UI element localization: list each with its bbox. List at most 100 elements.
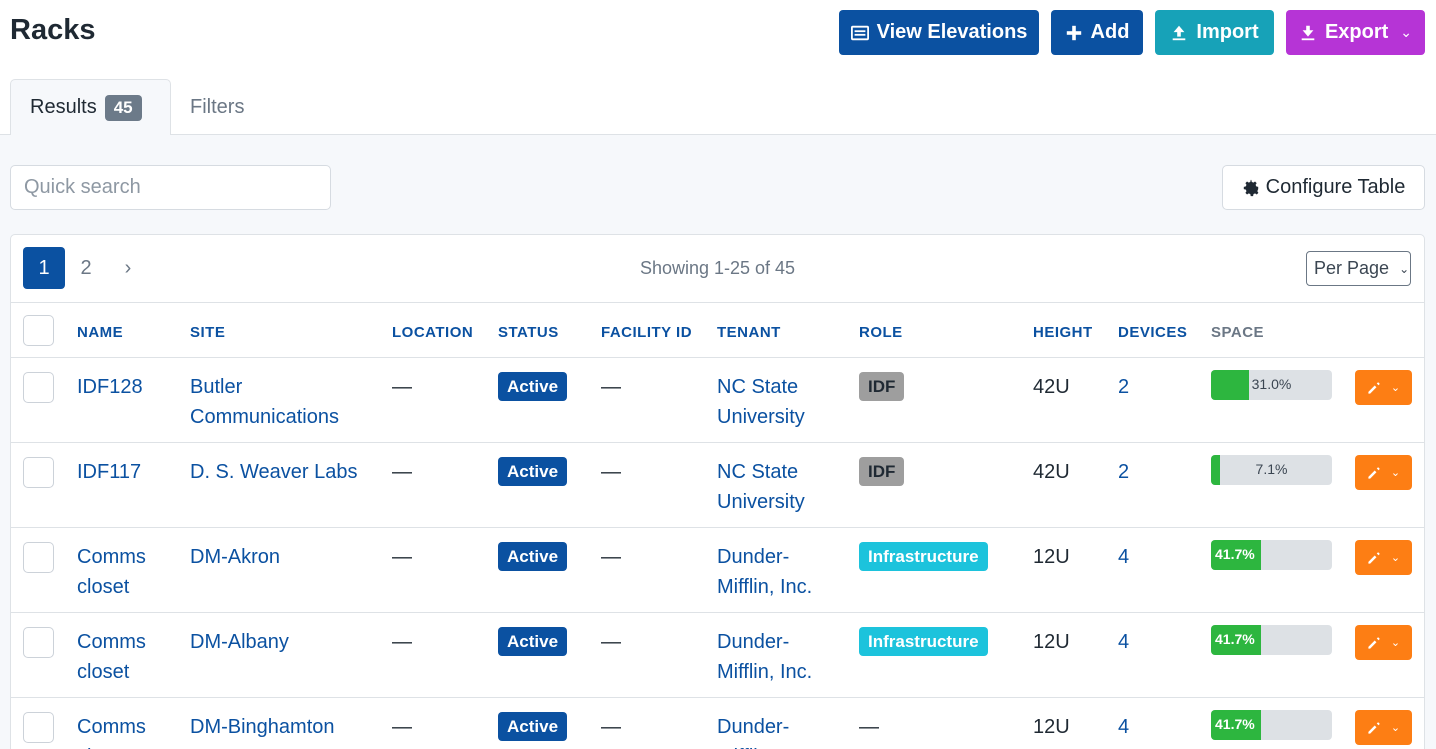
space-utilization-bar: 7.1%: [1211, 455, 1332, 485]
import-label: Import: [1196, 21, 1259, 43]
space-utilization-label: 31.0%: [1251, 376, 1292, 392]
devices-link[interactable]: 4: [1118, 631, 1130, 653]
chevron-down-icon: ⌄: [1390, 467, 1401, 479]
edit-button[interactable]: ⌄: [1355, 540, 1412, 575]
export-button[interactable]: Export ⌄: [1286, 10, 1425, 55]
edit-button[interactable]: ⌄: [1355, 710, 1412, 745]
import-button[interactable]: Import: [1155, 10, 1274, 55]
rack-name-link[interactable]: Comms closet: [77, 631, 146, 683]
height-cell: 12U: [1033, 716, 1070, 738]
rack-name-link[interactable]: Comms closet: [77, 546, 146, 598]
devices-link[interactable]: 4: [1118, 716, 1130, 738]
facility-id-cell: —: [601, 631, 621, 653]
column-header-devices[interactable]: DEVICES: [1118, 324, 1188, 341]
facility-id-cell: —: [601, 376, 621, 398]
configure-table-label: Configure Table: [1265, 176, 1406, 198]
site-link[interactable]: DM-Albany: [190, 631, 289, 653]
rack-name-link[interactable]: Comms closet: [77, 716, 146, 749]
space-utilization-label: 41.7%: [1215, 716, 1255, 732]
tenant-link[interactable]: Dunder-Mifflin, Inc.: [717, 631, 813, 683]
plus-icon: [1066, 25, 1081, 40]
devices-link[interactable]: 4: [1118, 546, 1130, 568]
height-cell: 12U: [1033, 546, 1070, 568]
row-checkbox[interactable]: [23, 372, 54, 403]
site-link[interactable]: D. S. Weaver Labs: [190, 461, 358, 483]
role-cell: —: [859, 716, 879, 738]
tenant-link[interactable]: NC State University: [717, 376, 805, 428]
space-utilization-bar: 41.7%: [1211, 540, 1332, 570]
tab-results-label: Results: [30, 96, 97, 118]
tab-bar: Results 45 Filters: [0, 79, 1436, 136]
quick-search-input[interactable]: [10, 165, 331, 210]
edit-button[interactable]: ⌄: [1355, 370, 1412, 405]
space-utilization-fill: [1211, 710, 1262, 740]
column-header-name[interactable]: NAME: [77, 324, 124, 341]
table-row: IDF117 D. S. Weaver Labs — Active — NC State …: [11, 443, 1424, 528]
devices-link[interactable]: 2: [1118, 461, 1130, 483]
space-utilization-bar: 41.7%: [1211, 625, 1332, 655]
add-button[interactable]: Add: [1051, 10, 1143, 55]
tenant-link[interactable]: NC State University: [717, 461, 805, 513]
row-checkbox[interactable]: [23, 712, 54, 743]
row-checkbox[interactable]: [23, 627, 54, 658]
site-link[interactable]: DM-Akron: [190, 546, 281, 568]
results-count-badge: 45: [104, 94, 142, 121]
space-utilization-fill: [1211, 625, 1262, 655]
site-link[interactable]: Butler Communications: [190, 376, 339, 428]
tab-results[interactable]: Results 45: [10, 79, 171, 136]
column-header-role[interactable]: ROLE: [859, 324, 903, 341]
select-all-checkbox[interactable]: [23, 315, 54, 346]
next-page-link[interactable]: ›: [124, 256, 132, 279]
height-cell: 12U: [1033, 631, 1070, 653]
table-row: Comms closet DM-Akron — Active — Dunder-Miffl…: [11, 528, 1424, 613]
devices-link[interactable]: 2: [1118, 376, 1130, 398]
space-utilization-bar: 31.0%: [1211, 370, 1332, 400]
rack-name-link[interactable]: IDF117: [77, 461, 142, 483]
row-checkbox[interactable]: [23, 457, 54, 488]
column-header-height[interactable]: HEIGHT: [1033, 324, 1093, 341]
location-cell: —: [392, 546, 412, 568]
view-elevations-button[interactable]: View Elevations: [839, 10, 1039, 55]
facility-id-cell: —: [601, 461, 621, 483]
status-badge: Active: [498, 542, 568, 571]
per-page-select[interactable]: Per Page ⌄: [1306, 251, 1411, 286]
page-2-link[interactable]: 2: [80, 256, 92, 279]
column-header-site[interactable]: SITE: [190, 324, 226, 341]
role-badge: IDF: [859, 457, 905, 486]
column-header-status[interactable]: STATUS: [498, 324, 559, 341]
chevron-down-icon: ⌄: [1390, 722, 1401, 734]
space-utilization-fill: [1211, 370, 1249, 400]
site-link[interactable]: DM-Binghamton: [190, 716, 335, 738]
edit-button[interactable]: ⌄: [1355, 455, 1412, 490]
column-header-tenant[interactable]: TENANT: [717, 324, 781, 341]
status-badge: Active: [498, 457, 568, 486]
pencil-icon: [1368, 551, 1380, 564]
tab-filters[interactable]: Filters: [190, 79, 244, 135]
rack-name-link[interactable]: IDF128: [77, 376, 143, 398]
column-header-location[interactable]: LOCATION: [392, 324, 474, 341]
space-utilization-fill: [1211, 540, 1262, 570]
facility-id-cell: —: [601, 716, 621, 738]
tenant-link[interactable]: Dunder-Mifflin, Inc.: [717, 546, 813, 598]
view-elevations-label: View Elevations: [876, 21, 1028, 43]
configure-table-button[interactable]: Configure Table: [1222, 165, 1425, 210]
showing-count: Showing 1-25 of 45: [639, 258, 796, 278]
height-cell: 42U: [1033, 376, 1070, 398]
page-1-link[interactable]: 1: [23, 247, 65, 289]
chevron-down-icon: ⌄: [1390, 382, 1401, 394]
status-badge: Active: [498, 372, 568, 401]
location-cell: —: [392, 461, 412, 483]
table-row: Comms closet DM-Binghamton — Active — Dunder-…: [11, 698, 1424, 749]
edit-button[interactable]: ⌄: [1355, 625, 1412, 660]
add-label: Add: [1090, 21, 1130, 43]
upload-icon: [1173, 25, 1186, 40]
chevron-down-icon: ⌄: [1390, 552, 1401, 564]
location-cell: —: [392, 716, 412, 738]
export-label: Export: [1324, 21, 1389, 43]
row-checkbox[interactable]: [23, 542, 54, 573]
tenant-link[interactable]: Dunder-Mifflin, Inc.: [717, 716, 812, 749]
chevron-down-icon: ⌄: [1390, 637, 1401, 649]
pagination: 1 2 ›: [23, 247, 149, 289]
column-header-facility-id[interactable]: FACILITY ID: [601, 324, 693, 341]
location-cell: —: [392, 376, 412, 398]
